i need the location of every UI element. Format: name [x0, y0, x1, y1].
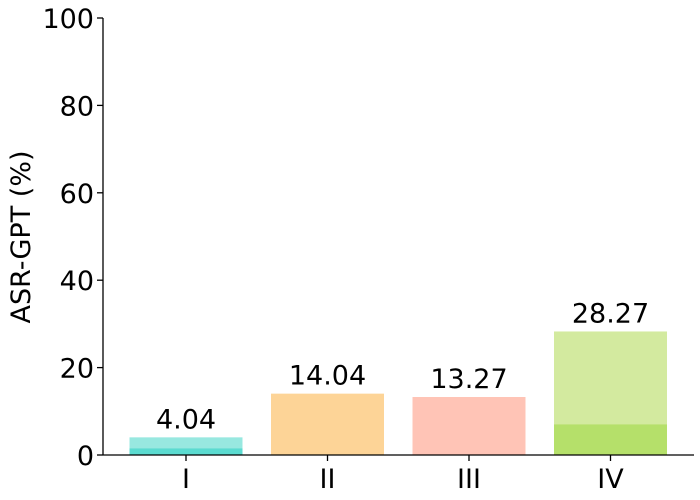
bar-value-label: 13.27 — [430, 364, 507, 395]
y-tick-label: 0 — [77, 441, 94, 472]
bars — [129, 331, 667, 455]
y-tick-label: 60 — [60, 179, 94, 210]
bar-value-label: 28.27 — [572, 298, 649, 329]
bar — [271, 393, 384, 455]
y-tick-label: 40 — [60, 266, 94, 297]
y-tick-label: 20 — [60, 354, 94, 385]
bar-value-label: 14.04 — [289, 361, 366, 392]
x-tick-label: II — [320, 464, 336, 495]
x-tick-label: III — [457, 464, 481, 495]
y-axis-title: ASR-GPT (%) — [6, 150, 37, 323]
data-labels: 4.04 14.04 13.27 28.27 — [156, 298, 649, 435]
x-tick-label: IV — [597, 464, 624, 495]
bar — [412, 397, 526, 455]
bar-value-label: 4.04 — [156, 404, 216, 435]
y-tick-label: 100 — [42, 4, 94, 35]
x-axis-ticks: I II III IV — [182, 455, 624, 495]
bar-inner-segment — [129, 448, 243, 455]
bar-inner-segment — [554, 424, 667, 455]
y-tick-label: 80 — [60, 91, 94, 122]
x-tick-label: I — [182, 464, 190, 495]
y-axis-ticks: 0 20 40 60 80 100 — [42, 4, 103, 472]
